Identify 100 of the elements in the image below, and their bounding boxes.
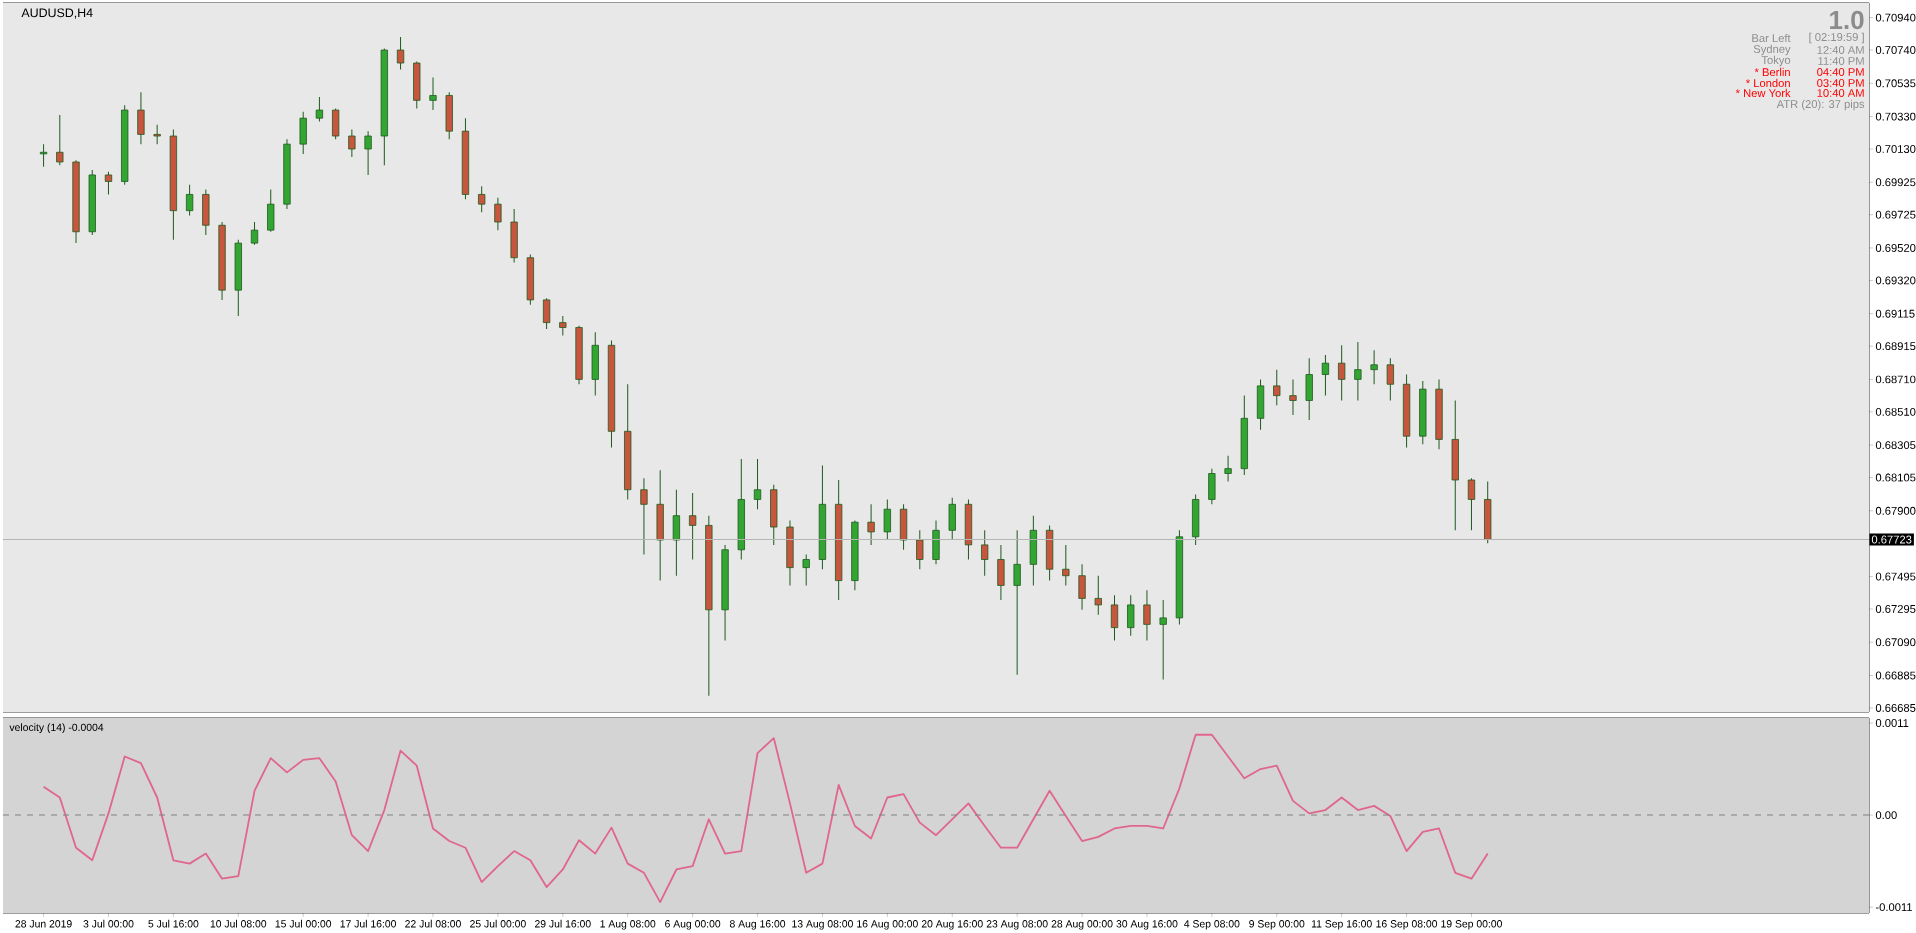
y-tick-label: 0.69520 bbox=[1875, 244, 1916, 252]
y-tick-label: 0.67295 bbox=[1875, 605, 1916, 613]
y-tick-label: 0.68510 bbox=[1875, 407, 1916, 416]
candlestick bbox=[688, 492, 697, 560]
y-tick-label: 0.69115 bbox=[1875, 309, 1915, 318]
candlestick bbox=[494, 197, 502, 231]
candlestick bbox=[153, 124, 161, 145]
x-tick-label: 28 Aug 00:00 bbox=[1051, 920, 1113, 930]
annotation: * Berlin bbox=[1754, 67, 1790, 77]
x-tick-label: 13 Aug 08:00 bbox=[792, 920, 853, 930]
y-tick-label: 0.69320 bbox=[1875, 276, 1916, 285]
x-tick-label: 22 Jul 08:00 bbox=[405, 919, 461, 928]
candlestick bbox=[185, 184, 194, 217]
x-tick-label: 16 Aug 00:00 bbox=[857, 920, 918, 930]
candlestick bbox=[1321, 354, 1330, 397]
y-tick-label: -0.0011 bbox=[1875, 903, 1913, 912]
x-tick-label: 4 Sep 08:00 bbox=[1184, 920, 1240, 930]
annotation: 03:40 PM bbox=[1817, 79, 1864, 87]
y-tick-label: 0.70940 bbox=[1875, 13, 1916, 22]
x-tick-label: 19 Sep 00:00 bbox=[1441, 920, 1503, 930]
candlestick bbox=[1467, 477, 1476, 531]
x-tick-label: 25 Jul 00:00 bbox=[470, 919, 526, 928]
candlestick bbox=[315, 96, 324, 122]
y-tick-label: 0.00 bbox=[1875, 811, 1897, 820]
candlestick bbox=[640, 477, 648, 556]
candlestick bbox=[364, 130, 372, 176]
chart-title: AUDUSD,H4 bbox=[21, 8, 93, 19]
candlestick bbox=[250, 221, 259, 246]
candlestick bbox=[429, 77, 437, 111]
annotation: 10:40 AM bbox=[1817, 89, 1864, 97]
candlestick bbox=[1094, 575, 1102, 616]
y-tick-label: 0.67495 bbox=[1875, 572, 1916, 581]
candlestick bbox=[867, 503, 875, 546]
x-tick-label: 5 Jul 16:00 bbox=[148, 919, 199, 928]
x-tick-label: 6 Aug 00:00 bbox=[665, 920, 721, 930]
candlestick bbox=[1110, 594, 1119, 642]
annotation: Bar Left bbox=[1752, 33, 1791, 43]
y-tick-label: 0.70330 bbox=[1875, 112, 1916, 121]
ref-line-label: 0.67723 bbox=[1871, 535, 1912, 544]
annotation: * London bbox=[1745, 78, 1790, 88]
candlestick bbox=[39, 143, 48, 168]
x-tick-label: 28 Jun 2019 bbox=[15, 920, 72, 928]
x-tick-label: 8 Aug 16:00 bbox=[729, 920, 786, 930]
y-tick-label: 0.66885 bbox=[1875, 671, 1916, 680]
candlestick bbox=[802, 554, 810, 586]
y-tick-label: 0.68305 bbox=[1875, 441, 1916, 450]
candlestick bbox=[1289, 378, 1297, 416]
annotation: ATR (20): 37 pips bbox=[1776, 99, 1865, 111]
annotation: * New York bbox=[1735, 88, 1791, 98]
x-tick-label: 17 Jul 16:00 bbox=[340, 919, 397, 928]
y-tick-label: 0.68915 bbox=[1875, 342, 1916, 351]
annotation: 11:40 PM bbox=[1818, 57, 1864, 65]
candlestick bbox=[542, 297, 551, 330]
candlestick bbox=[478, 185, 486, 213]
x-tick-label: 20 Aug 16:00 bbox=[921, 920, 983, 930]
candlestick bbox=[1273, 369, 1281, 406]
x-tick-label: 3 Jul 00:00 bbox=[83, 919, 134, 928]
candlestick bbox=[1338, 344, 1346, 401]
candlestick bbox=[1354, 341, 1362, 401]
candlestick bbox=[1386, 357, 1394, 401]
x-tick-label: 23 Aug 08:00 bbox=[986, 920, 1048, 930]
annotation: [ 02:19:59 ] bbox=[1809, 32, 1864, 44]
candlestick bbox=[981, 529, 989, 577]
candlestick bbox=[559, 315, 567, 337]
x-tick-label: 1 Aug 08:00 bbox=[600, 920, 656, 930]
candlestick bbox=[104, 171, 113, 195]
x-tick-label: 15 Jul 00:00 bbox=[275, 919, 332, 928]
annotation: Tokyo bbox=[1761, 55, 1791, 67]
candlestick bbox=[348, 129, 356, 158]
candlestick bbox=[1127, 594, 1135, 637]
y-tick-label: 0.68105 bbox=[1875, 473, 1916, 482]
candlestick bbox=[753, 458, 762, 510]
x-tick-label: 10 Jul 08:00 bbox=[210, 919, 267, 928]
y-tick-label: 0.70130 bbox=[1875, 145, 1916, 153]
x-tick-label: 29 Jul 16:00 bbox=[535, 919, 591, 928]
y-tick-label: 0.67090 bbox=[1875, 638, 1916, 647]
x-tick-label: 16 Sep 08:00 bbox=[1376, 920, 1438, 930]
candlestick bbox=[916, 529, 924, 570]
annotation: 1.0 bbox=[1830, 10, 1864, 30]
y-tick-label: 0.67900 bbox=[1875, 506, 1916, 515]
y-tick-label: 0.69925 bbox=[1875, 178, 1916, 187]
y-tick-label: 0.68710 bbox=[1875, 375, 1916, 384]
y-tick-label: 0.69725 bbox=[1875, 210, 1916, 219]
x-tick-label: 30 Aug 16:00 bbox=[1116, 920, 1178, 930]
candlestick bbox=[1078, 563, 1086, 611]
annotation: 12:40 AM bbox=[1817, 46, 1864, 54]
annotation: Sydney bbox=[1753, 44, 1791, 56]
candlestick bbox=[56, 114, 64, 166]
candlestick bbox=[883, 498, 891, 541]
chart-title: velocity (14) -0.0004 bbox=[9, 723, 104, 734]
y-tick-label: 0.0011 bbox=[1875, 719, 1909, 727]
annotation: 04:40 PM bbox=[1817, 68, 1864, 76]
x-tick-label: 11 Sep 16:00 bbox=[1311, 920, 1372, 930]
candlestick bbox=[1370, 349, 1378, 385]
candlestick bbox=[1159, 599, 1167, 681]
candlestick bbox=[396, 36, 405, 71]
y-tick-label: 0.70535 bbox=[1875, 79, 1916, 88]
x-tick-label: 9 Sep 00:00 bbox=[1249, 920, 1305, 930]
candlestick bbox=[1143, 589, 1151, 642]
candlestick bbox=[1013, 529, 1021, 676]
